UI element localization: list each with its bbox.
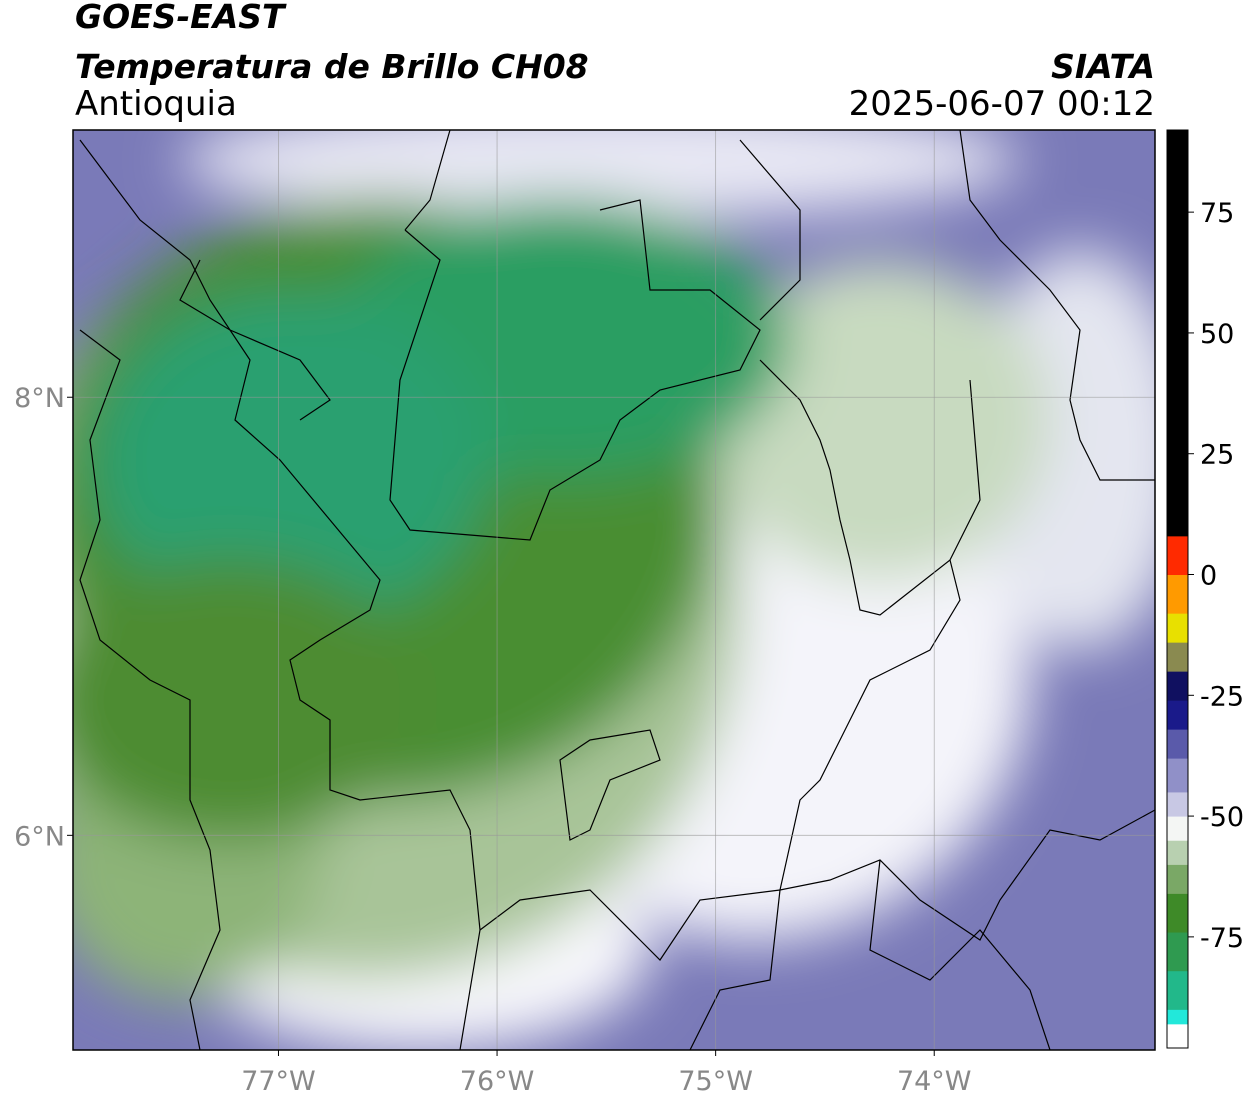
y-tick-label: 8°N (14, 383, 65, 414)
colorbar-tick-label: 75 (1200, 198, 1234, 229)
title: GOES-EAST (75, 0, 287, 36)
colorbar-segment (1167, 893, 1188, 933)
colorbar-segment (1167, 700, 1188, 730)
x-tick-label: 77°W (241, 1066, 316, 1097)
colorbar-tick-label: -25 (1200, 681, 1244, 712)
datetime: 2025-06-07 00:12 (849, 84, 1155, 124)
colorbar-tick-label: 50 (1200, 319, 1234, 350)
region: Antioquia (75, 84, 237, 124)
colorbar-segment (1167, 816, 1188, 841)
colorbar-segment (1167, 535, 1188, 576)
colorbar-tick-label: 25 (1200, 440, 1234, 471)
colorbar-segment (1167, 932, 1188, 972)
colorbar: 75 50 25 0 -25 -50 -75 (1166, 129, 1244, 1049)
colorbar-segment (1167, 729, 1188, 759)
colorbar-segment (1167, 574, 1188, 614)
subtitle: Temperatura de Brillo CH08 (75, 47, 589, 86)
colorbar-tick-label: 0 (1200, 561, 1217, 592)
colorbar-segment (1167, 671, 1188, 701)
colorbar-segment (1167, 613, 1188, 643)
x-tick-label: 76°W (460, 1066, 535, 1097)
colorbar-segment (1167, 970, 1188, 1010)
map-frame (72, 129, 1156, 1051)
colorbar-frame (1166, 129, 1189, 1049)
x-tick-label: 74°W (897, 1066, 972, 1097)
colorbar-segment (1167, 1023, 1188, 1049)
colorbar-segment (1167, 642, 1188, 672)
colorbar-segment (1167, 864, 1188, 894)
colorbar-segment (1167, 130, 1188, 537)
colorbar-segment (1167, 1009, 1188, 1025)
graticule: 77°W 76°W 75°W 74°W 8°N 6°N (14, 130, 1155, 1097)
y-tick-label: 6°N (14, 821, 65, 852)
x-tick-label: 75°W (678, 1066, 753, 1097)
colorbar-segment (1167, 840, 1188, 865)
colorbar-tick-label: -75 (1200, 923, 1244, 954)
source: SIATA (1051, 47, 1155, 86)
colorbar-segment (1167, 758, 1188, 793)
satellite-image (73, 130, 1155, 1050)
colorbar-tick-label: -50 (1200, 802, 1244, 833)
colorbar-segment (1167, 791, 1188, 817)
